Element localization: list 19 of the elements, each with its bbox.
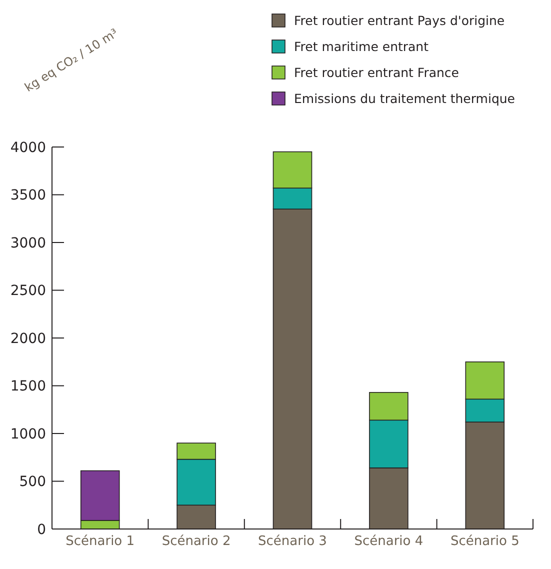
x-tick-label: Scénario 2 <box>162 534 231 549</box>
legend-label: Fret maritime entrant <box>294 38 429 54</box>
y-tick-label: 1500 <box>10 378 46 395</box>
legend-label: Emissions du traitement thermique <box>294 90 516 106</box>
y-tick-label: 2500 <box>10 283 46 300</box>
y-tick-label: 4000 <box>10 140 46 156</box>
y-tick-label: 3000 <box>10 235 46 252</box>
x-tick-label: Scénario 5 <box>450 534 520 549</box>
y-tick-label: 3500 <box>10 188 46 204</box>
y-tick-label: 0 <box>37 522 46 538</box>
x-tick-label: Scénario 3 <box>258 534 327 549</box>
legend-label: Fret routier entrant Pays d'origine <box>294 12 505 28</box>
y-tick-label: 2000 <box>10 330 46 347</box>
legend-label: Fret routier entrant France <box>294 64 460 80</box>
y-tick-label: 500 <box>19 474 46 490</box>
x-tick-label: Scénario 4 <box>354 534 424 549</box>
x-tick-label: Scénario 1 <box>66 534 135 549</box>
y-axis-title: kg eq CO₂ / 10 m³ <box>22 26 121 95</box>
y-tick-label: 1000 <box>10 426 46 442</box>
